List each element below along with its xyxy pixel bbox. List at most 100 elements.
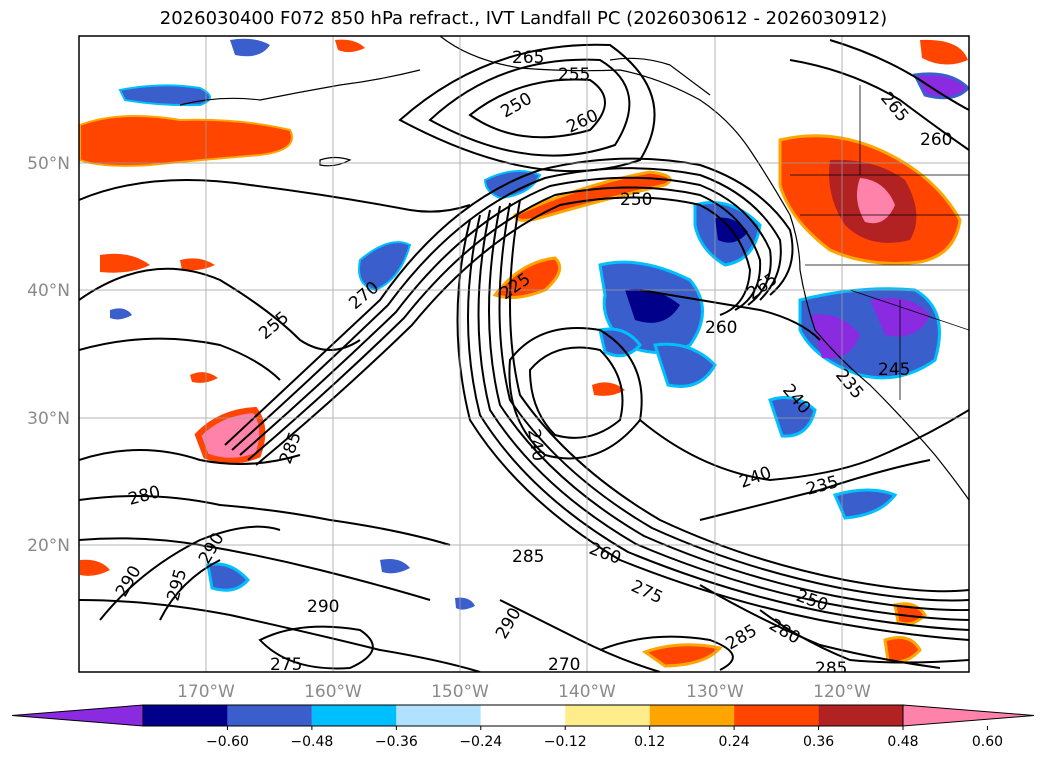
contour-line [829, 39, 969, 111]
contour-line [477, 209, 969, 621]
contour-line [398, 43, 656, 173]
colorbar-cell [818, 705, 903, 726]
lat-label-20n: 20°N [27, 536, 70, 556]
contour-line [99, 525, 281, 621]
anomaly-patch [80, 559, 110, 576]
contour-line [79, 599, 481, 672]
lon-label-120w: 120°W [813, 682, 871, 702]
contour-line [699, 584, 941, 669]
contour-line [247, 186, 762, 461]
colorbar-outline [142, 704, 904, 727]
coastline [319, 156, 352, 167]
contour-label: 290 [307, 597, 339, 617]
contour-line [159, 559, 221, 621]
map-title: 2026030400 F072 850 hPa refract., IVT La… [159, 8, 888, 29]
anomaly-patch [810, 314, 860, 359]
lon-label-150w: 150°W [431, 682, 489, 702]
contour-line [509, 199, 969, 593]
lon-label-160w: 160°W [304, 682, 362, 702]
anomaly-patch [190, 372, 218, 383]
colorbar-extend-max [902, 704, 1035, 727]
colorbar-cell [734, 705, 819, 726]
anomaly-patch [768, 396, 817, 438]
colorbar-tick-label: −0.24 [459, 734, 502, 750]
anomaly-patch [110, 308, 132, 320]
contour-line [79, 537, 431, 601]
anomaly-patch [912, 72, 969, 100]
contour-label: 285 [512, 547, 544, 567]
lat-label-50n: 50°N [27, 154, 70, 174]
contour-line [499, 599, 661, 672]
contour-line [528, 346, 624, 439]
lon-label-130w: 130°W [686, 682, 744, 702]
contour-label: 245 [878, 360, 910, 380]
contour-line [239, 176, 772, 456]
colorbar-cell [565, 705, 650, 726]
colorbar-tick-label: 0.12 [634, 734, 665, 750]
contour-layer [79, 39, 969, 672]
colorbar-tick-label: 0.48 [887, 734, 918, 750]
contour-label: 270 [548, 655, 580, 675]
border-layer [790, 85, 969, 400]
anomaly-patch [483, 170, 542, 200]
contour-line [79, 179, 471, 213]
lat-label-40n: 40°N [27, 281, 70, 301]
plot-frame [78, 35, 970, 673]
anomaly-patch [79, 115, 293, 167]
colorbar-tick-label: 0.36 [803, 734, 834, 750]
anomaly-patch [118, 84, 211, 107]
colorbar: −0.60 −0.48 −0.36 −0.24 −0.12 0.12 0.24 0.36 0.4… [11, 704, 1035, 750]
anomaly-patch [206, 562, 251, 592]
contour-line [639, 289, 821, 341]
coastline [439, 36, 969, 501]
anomaly-patch [625, 289, 680, 323]
anomaly-patch [920, 39, 968, 65]
contour-line [231, 167, 782, 451]
contour-line [468, 78, 606, 139]
contour-line [428, 58, 631, 157]
anomaly-patch [832, 488, 898, 520]
contour-line [255, 196, 752, 466]
colorbar-tick-label: −0.36 [375, 734, 418, 750]
lon-label-140w: 140°W [558, 682, 616, 702]
colorbar-cell [396, 705, 481, 726]
contour-line [79, 267, 361, 351]
contour-line [599, 635, 734, 671]
anomaly-patch [856, 178, 895, 224]
contour-line [224, 157, 794, 446]
anomaly-patch [641, 643, 723, 668]
contour-line [498, 202, 969, 602]
contour-line [639, 409, 969, 482]
contour-label: 275 [270, 655, 302, 675]
contour-line [467, 214, 969, 631]
contour-line [789, 59, 969, 151]
colorbar-cell [143, 705, 228, 726]
lon-label-170w: 170°W [177, 682, 235, 702]
colorbar-tick-label: −0.12 [544, 734, 587, 750]
contour-line [258, 625, 374, 670]
contour-label: 255 [558, 65, 590, 85]
contour-label: 265 [512, 48, 544, 68]
colorbar-ticks: −0.60 −0.48 −0.36 −0.24 −0.12 0.12 0.24 0.36 0.4… [206, 726, 1003, 750]
colorbar-cell [311, 705, 397, 726]
colorbar-tick-label: 0.24 [719, 734, 750, 750]
contour-line [456, 219, 969, 641]
contour-label: 285 [815, 659, 847, 679]
contour-line [759, 609, 969, 664]
border [849, 289, 969, 331]
colorbar-cell [480, 705, 566, 726]
coastline [179, 69, 421, 106]
contour-line [488, 205, 969, 612]
colorbar-extend-min [11, 704, 144, 727]
colorbar-cell [649, 705, 735, 726]
colorbar-tick-label: −0.60 [206, 734, 249, 750]
contour-line [699, 459, 931, 521]
contour-line [79, 449, 301, 465]
colorbar-tick-label: −0.48 [290, 734, 333, 750]
contour-label: 260 [920, 130, 952, 150]
anomaly-patch [100, 253, 150, 273]
anomaly-patch [230, 38, 270, 57]
lat-label-30n: 30°N [27, 409, 70, 429]
graticule [79, 36, 969, 672]
